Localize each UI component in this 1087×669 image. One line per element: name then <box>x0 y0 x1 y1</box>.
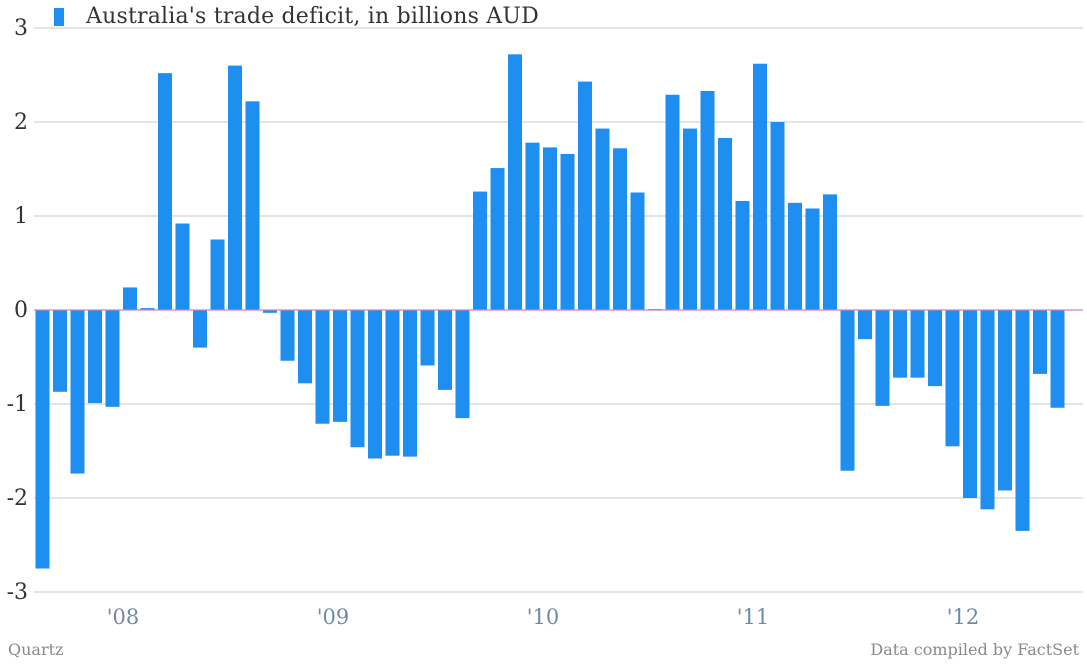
legend-swatch <box>54 7 64 26</box>
bar <box>105 310 120 407</box>
bar <box>578 81 592 310</box>
bar <box>35 310 50 569</box>
bar <box>263 310 277 313</box>
bar <box>70 310 85 474</box>
bar <box>683 128 697 310</box>
bar <box>123 287 137 310</box>
x-tick-label: '12 <box>947 605 980 629</box>
bar <box>420 310 435 366</box>
bar <box>875 310 890 406</box>
bar <box>613 148 627 310</box>
bar <box>893 310 907 378</box>
bar <box>910 310 925 378</box>
bar <box>245 101 260 310</box>
y-tick-label: -1 <box>7 392 28 417</box>
bar <box>333 310 347 422</box>
bar <box>1015 310 1030 531</box>
bar <box>193 310 207 348</box>
x-tick-label: '08 <box>107 605 140 629</box>
bar <box>473 191 487 310</box>
bar <box>858 310 872 340</box>
bar <box>928 310 942 387</box>
bar <box>735 200 750 310</box>
bar <box>560 153 575 310</box>
bar <box>788 202 802 310</box>
x-tick-label: '10 <box>527 605 560 629</box>
bar <box>53 310 67 392</box>
bar <box>368 310 382 459</box>
bar <box>998 310 1012 491</box>
bar <box>438 310 452 390</box>
footer-source-right: Data compiled by FactSet <box>870 640 1079 659</box>
y-tick-label: 0 <box>14 298 28 323</box>
bar <box>840 310 855 471</box>
bar <box>823 194 837 310</box>
bar <box>158 73 172 311</box>
bar <box>718 137 732 310</box>
bar <box>770 122 785 310</box>
bar <box>1033 310 1047 374</box>
bar <box>385 310 400 456</box>
bar <box>595 128 610 310</box>
bar <box>1050 310 1065 408</box>
bar <box>175 223 190 310</box>
bar <box>945 310 960 447</box>
y-tick-label: 1 <box>14 204 28 229</box>
bar <box>298 310 312 384</box>
legend: Australia's trade deficit, in billions A… <box>54 4 539 29</box>
bar <box>350 310 365 448</box>
footer-source-left: Quartz <box>8 640 64 659</box>
bar <box>543 147 557 310</box>
x-tick-label: '09 <box>317 605 350 629</box>
bar <box>455 310 470 419</box>
y-tick-label: -2 <box>7 486 28 511</box>
bar <box>665 94 680 311</box>
bar <box>805 208 820 310</box>
y-tick-label: -3 <box>7 580 28 605</box>
bar <box>210 239 225 310</box>
bar <box>280 310 295 361</box>
x-tick-label: '11 <box>737 605 770 629</box>
bar <box>525 142 540 310</box>
bar <box>228 65 242 310</box>
bar <box>753 63 767 310</box>
bar <box>630 192 645 310</box>
bar <box>980 310 995 510</box>
legend-label: Australia's trade deficit, in billions A… <box>86 4 539 29</box>
y-tick-label: 2 <box>14 110 28 135</box>
bar <box>508 54 522 310</box>
bar <box>315 310 330 424</box>
bar <box>490 168 505 310</box>
bar <box>963 310 977 498</box>
bar <box>140 308 155 310</box>
bar <box>403 310 417 457</box>
y-tick-label: 3 <box>14 16 28 41</box>
bar <box>88 310 102 404</box>
bar <box>700 90 715 310</box>
